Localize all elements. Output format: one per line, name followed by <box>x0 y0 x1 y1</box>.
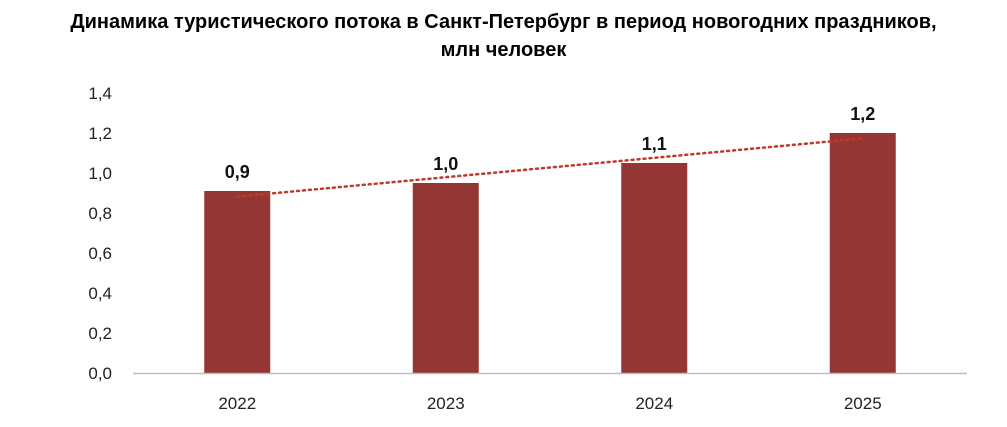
data-label-2024: 1,1 <box>642 134 667 154</box>
bar-2022 <box>204 191 271 373</box>
y-tick-label: 0,6 <box>88 244 112 263</box>
data-label-2025: 1,2 <box>850 104 875 124</box>
chart-title: Динамика туристического потока в Санкт-П… <box>0 8 1007 64</box>
x-tick-label-2025: 2025 <box>844 394 882 413</box>
y-tick-label: 0,2 <box>88 324 112 343</box>
chart-title-line-2: млн человек <box>440 39 567 61</box>
data-labels-group: 0,9 1,0 1,1 1,2 <box>225 104 876 182</box>
y-tick-label: 0,0 <box>88 364 112 383</box>
x-tick-label-2023: 2023 <box>427 394 465 413</box>
bars-group <box>204 133 896 373</box>
y-tick-label: 0,8 <box>88 204 112 223</box>
bar-2023 <box>412 183 479 373</box>
y-tick-label: 1,4 <box>88 84 112 103</box>
y-tick-label: 1,0 <box>88 164 112 183</box>
trendline <box>236 137 864 198</box>
data-label-2023: 1,0 <box>433 154 458 174</box>
x-tick-label-2022: 2022 <box>218 394 256 413</box>
y-tick-label: 1,2 <box>88 124 112 143</box>
y-axis-tick-labels: 0,0 0,2 0,4 0,6 0,8 1,0 1,2 1,4 <box>88 84 112 383</box>
x-axis-tick-labels: 2022 2023 2024 2025 <box>218 394 881 413</box>
chart-title-line-1: Динамика туристического потока в Санкт-П… <box>70 11 937 33</box>
y-tick-label: 0,4 <box>88 284 112 303</box>
bar-2024 <box>621 163 688 373</box>
data-label-2022: 0,9 <box>225 162 250 182</box>
bar-2025 <box>829 133 896 373</box>
x-tick-label-2024: 2024 <box>635 394 673 413</box>
